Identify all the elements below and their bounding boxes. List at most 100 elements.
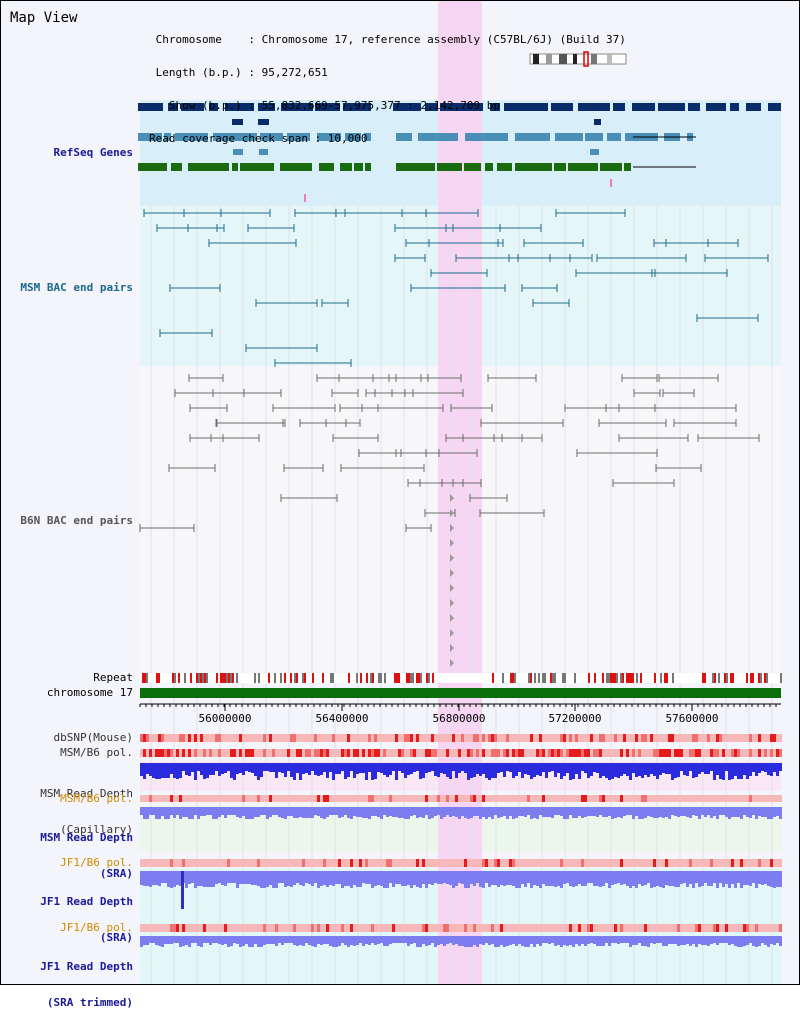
heat-cell [539,734,542,742]
depth-bar [404,763,407,778]
heat-cell [320,795,323,802]
depth-bar [344,936,347,945]
genome-browser-canvas[interactable]: 56000000 56400000 56800000 57200000 57600000 [1,1,799,984]
heat-cell [314,924,317,932]
heat-cell [305,795,308,802]
depth-bar [551,936,554,943]
heat-cell [482,795,485,802]
heat-cell [239,749,242,757]
track-label-msm-depth-capillary[interactable]: MSM Read Depth (Capillary) [40,764,133,860]
heat-cell [272,734,275,742]
track-label-msm-depth-sra[interactable]: MSM Read Depth (SRA) [40,808,133,904]
depth-bar [275,807,278,815]
depth-bar [197,936,200,946]
heat-cell [170,859,173,867]
depth-bar [416,763,419,771]
track-label-msm-b6-pol-2[interactable]: MSM/B6 pol. [60,792,133,805]
depth-bar [341,763,344,771]
axis-tick-label: 56400000 [316,712,369,725]
depth-bar [203,807,206,816]
heat-cell [578,749,581,757]
gene-exon [209,103,218,111]
heat-cell [599,749,602,757]
heat-cell [599,795,602,802]
repeat-element [752,673,754,683]
heat-cell [161,859,164,867]
depth-bar [527,807,530,815]
depth-bar [290,763,293,777]
heat-cell [221,795,224,802]
depth-bar [644,763,647,775]
depth-bar [152,936,155,943]
heat-cell [557,749,560,757]
depth-bar [710,871,713,886]
heat-cell [173,795,176,802]
heat-cell [245,734,248,742]
repeat-element [654,673,656,683]
depth-bar [389,871,392,883]
depth-bar [593,871,596,886]
heat-cell [587,859,590,867]
depth-bar [419,763,422,779]
heat-cell [161,749,164,757]
heat-cell [659,795,662,802]
heat-cell [257,924,260,932]
heat-cell [347,795,350,802]
depth-bar [167,807,170,819]
heat-cell [767,795,770,802]
depth-bar [167,936,170,944]
heat-cell [554,859,557,867]
track-label-jf1-depth-sra[interactable]: JF1 Read Depth (SRA) [40,872,133,968]
heat-cell [647,734,650,742]
heat-cell [638,734,641,742]
track-label-msm-bac[interactable]: MSM BAC end pairs [20,281,133,294]
heat-cell [266,749,269,757]
depth-bar [542,763,545,772]
heat-cell [674,749,677,757]
heat-cell [296,749,299,757]
repeat-element [610,673,612,683]
heat-cell [713,924,716,932]
repeat-element [322,673,324,683]
depth-bar [371,936,374,943]
heat-cell [752,924,755,932]
heat-cell [548,734,551,742]
track-label-repeat[interactable]: Repeat [93,671,133,684]
depth-bar [752,871,755,883]
heat-cell [332,734,335,742]
heat-cell [722,734,725,742]
heat-cell [482,734,485,742]
track-label-chromosome[interactable]: chromosome 17 [46,686,133,699]
depth-bar [437,871,440,884]
track-label-jf1-depth-trimmed[interactable]: JF1 Read Depth (SRA trimmed) [40,937,133,1033]
depth-bar [317,871,320,888]
depth-bar [728,936,731,945]
gene-exon [554,163,566,171]
depth-bar [575,807,578,818]
track-label-msm-b6-pol[interactable]: MSM/B6 pol. [60,746,133,759]
depth-bar [224,763,227,773]
depth-bar [767,871,770,886]
track-label-jf1-b6-pol[interactable]: JF1/B6 pol. [60,856,133,869]
track-label-refseq[interactable]: RefSeq Genes [53,146,133,159]
track-label-jf1-b6-pol-2[interactable]: JF1/B6 pol. [60,921,133,934]
heat-cell [704,749,707,757]
depth-bar [650,763,653,774]
heat-cell [200,795,203,802]
repeat-element [294,673,296,683]
depth-bar [323,763,326,772]
heat-cell [251,924,254,932]
heat-cell [680,734,683,742]
depth-bar [698,871,701,887]
heat-cell [491,795,494,802]
depth-bar [560,763,563,779]
depth-bar [221,763,224,774]
track-label-b6n-bac[interactable]: B6N BAC end pairs [20,514,133,527]
track-label-dbsnp[interactable]: dbSNP(Mouse) [53,731,133,744]
heat-cell [398,795,401,802]
heat-cell [155,859,158,867]
depth-bar [308,936,311,945]
heat-cell [680,924,683,932]
heat-cell [281,924,284,932]
heat-cell [674,924,677,932]
